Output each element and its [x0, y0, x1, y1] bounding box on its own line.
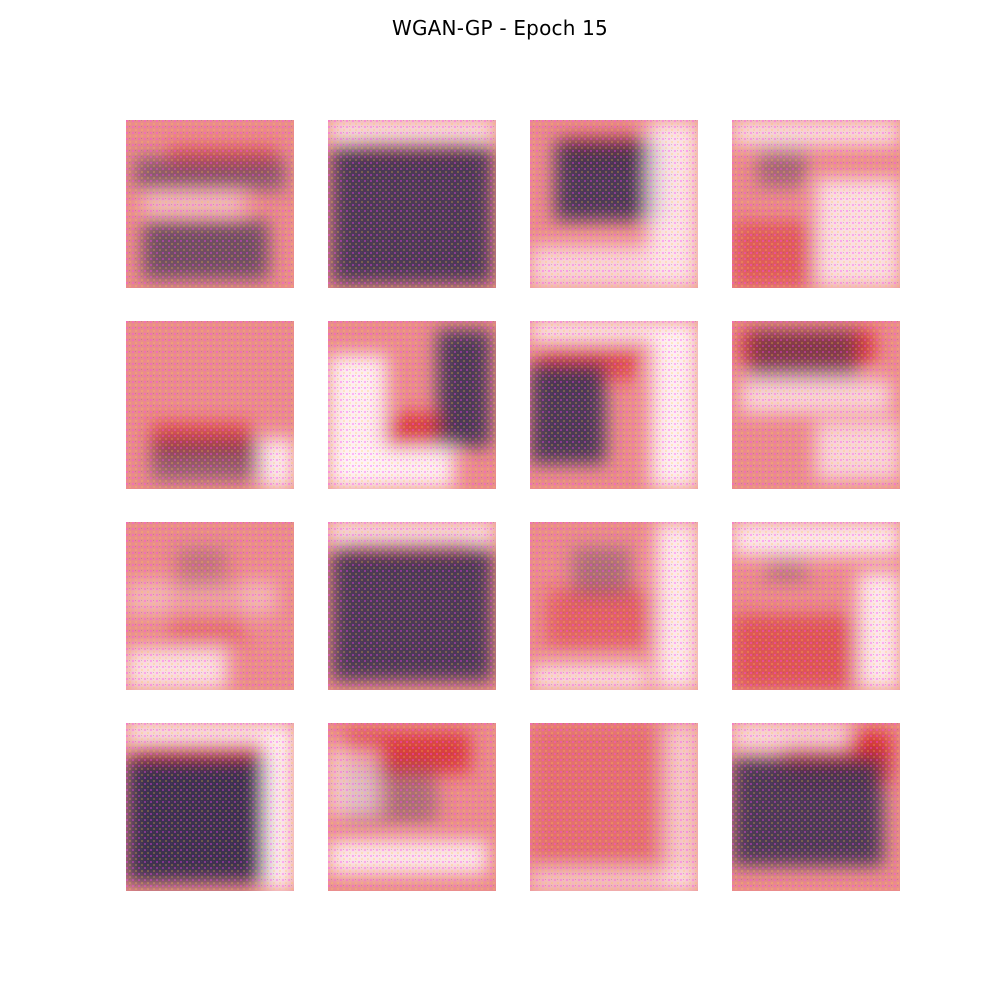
generated-sample-11 [530, 522, 698, 690]
generated-sample-4 [732, 120, 900, 288]
generated-sample-13 [126, 723, 294, 891]
generated-sample-6 [328, 321, 496, 489]
generated-sample-5 [126, 321, 294, 489]
generated-sample-1 [126, 120, 294, 288]
generated-sample-8 [732, 321, 900, 489]
generated-sample-2 [328, 120, 496, 288]
generated-sample-3 [530, 120, 698, 288]
generated-sample-9 [126, 522, 294, 690]
generated-sample-15 [530, 723, 698, 891]
generated-sample-16 [732, 723, 900, 891]
generated-sample-10 [328, 522, 496, 690]
generated-sample-12 [732, 522, 900, 690]
generated-sample-14 [328, 723, 496, 891]
generated-sample-7 [530, 321, 698, 489]
figure-title: WGAN-GP - Epoch 15 [391, 16, 608, 40]
